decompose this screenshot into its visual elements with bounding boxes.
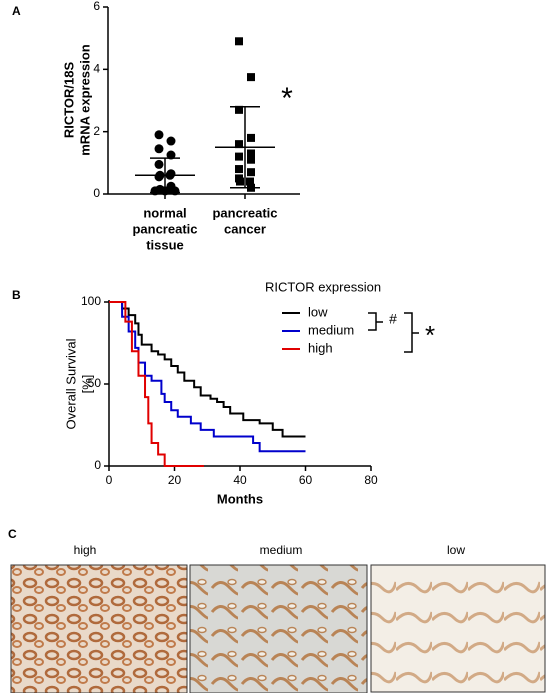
micrograph [10,564,188,693]
data-point [166,136,176,146]
y-axis-label: mRNA expression [77,44,92,156]
data-point [154,159,164,169]
legend-label: high [308,340,333,355]
y-tick-label: 0 [94,458,101,472]
y-axis-label: Overall Survival [63,338,78,429]
annotation: * [281,82,293,115]
data-point [150,186,160,196]
x-tick-label: 20 [168,473,182,487]
y-tick-label: 50 [88,376,102,390]
y-tick-label: 100 [81,294,101,308]
y-tick-label: 0 [93,186,100,200]
legend-title: RICTOR expression [265,279,381,294]
micrograph [370,564,546,693]
annotation: # [389,311,397,327]
data-point [247,73,255,82]
data-point [235,105,243,114]
data-point [247,149,255,158]
data-point [247,168,255,177]
data-point [154,172,164,182]
data-point [247,133,255,142]
y-tick-label: 6 [93,0,100,13]
x-tick-label: 60 [299,473,313,487]
panel-label: C [8,527,17,541]
x-tick-label: tissue [146,237,184,252]
data-point [166,150,176,160]
data-point [170,186,180,196]
y-tick-label: 4 [93,62,100,76]
data-point [236,177,244,186]
data-point [235,152,243,161]
panel-label: A [12,4,21,18]
x-tick-label: 40 [233,473,247,487]
micrograph-caption: low [447,543,465,557]
data-point [247,155,255,164]
data-point [154,144,164,154]
x-tick-label: normal [143,205,186,220]
micrograph-caption: medium [260,543,303,557]
bracket [368,312,377,331]
x-tick-label: pancreatic [132,221,197,236]
panel-label: B [12,288,21,302]
data-point [235,165,243,174]
micrograph [189,564,368,693]
survival-curve [109,301,306,453]
survival-curve [109,301,306,438]
legend-label: medium [308,322,354,337]
legend-label: low [308,304,328,319]
y-axis-label: [%] [79,375,94,394]
y-tick-label: 2 [93,124,100,138]
data-point [246,177,254,186]
survival-curve [109,301,204,467]
annotation: * [425,320,435,350]
x-tick-label: pancreatic [212,205,277,220]
x-tick-label: cancer [224,221,266,236]
bracket [404,312,413,353]
x-axis-label: Months [217,491,263,506]
data-point [235,140,243,149]
x-tick-label: 0 [106,473,113,487]
data-point [154,130,164,140]
micrograph-caption: high [74,543,97,557]
x-tick-label: 80 [364,473,378,487]
y-axis-label: RICTOR/18S [61,62,76,139]
data-point [235,37,243,46]
